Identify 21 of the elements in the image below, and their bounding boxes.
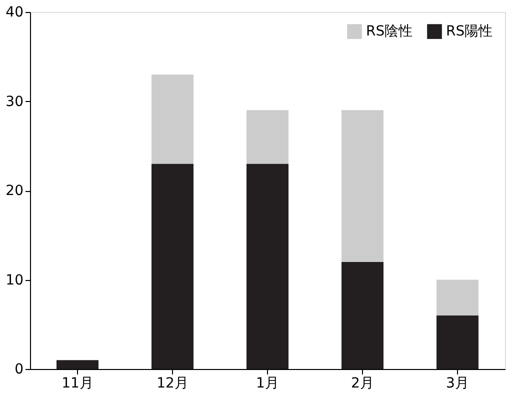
bar [56,360,98,369]
y-tick-label: 40 [6,4,24,20]
y-tick-label: 30 [6,94,24,110]
x-tick-label: 12月 [156,376,188,392]
x-tick-label: 2月 [351,376,374,392]
bar [342,110,384,262]
y-tick-label: 20 [6,183,24,199]
bar [152,74,194,164]
legend-label: RS陽性 [446,24,493,40]
y-tick-label: 0 [14,362,24,378]
x-tick-label: 11月 [62,376,94,392]
bar [342,262,384,369]
bar [436,280,478,316]
legend-label: RS陰性 [366,24,413,40]
bar [246,164,288,369]
bar [246,110,288,164]
bar [436,315,478,369]
bar [152,164,194,369]
x-tick-label: 3月 [446,376,469,392]
x-tick-label: 1月 [256,376,279,392]
y-tick-label: 10 [6,272,24,288]
